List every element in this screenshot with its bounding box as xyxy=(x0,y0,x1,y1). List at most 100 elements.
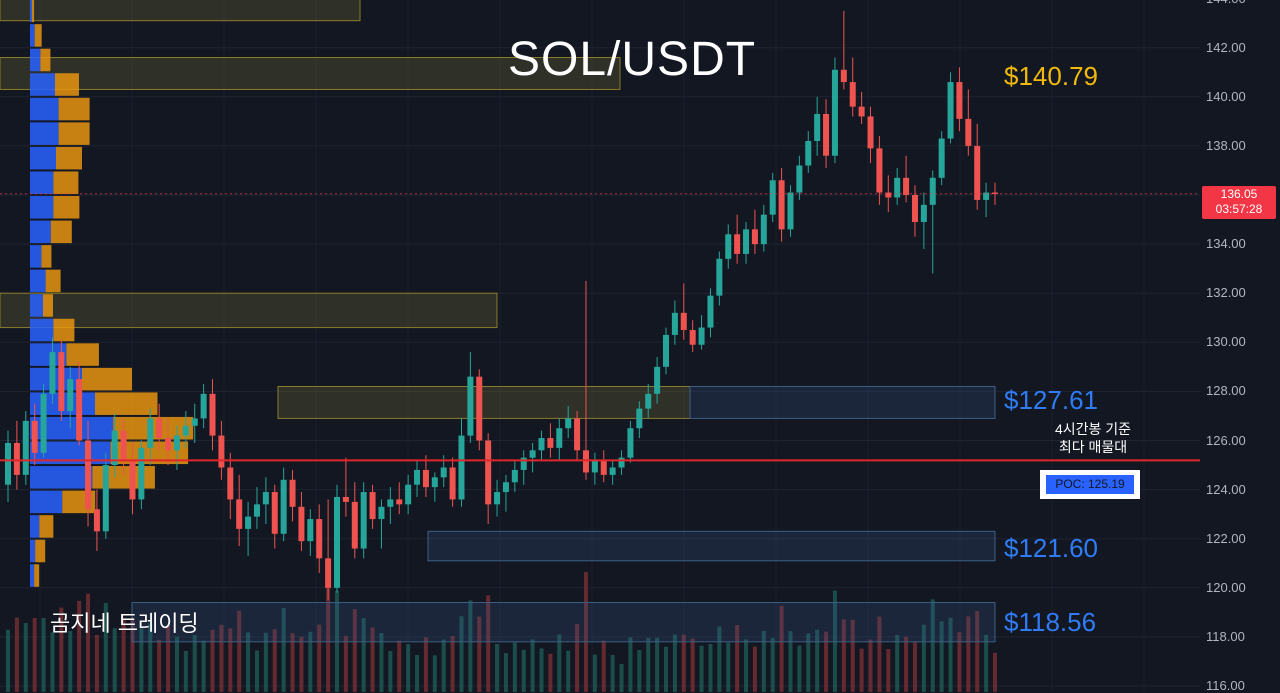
candle-up xyxy=(520,457,527,470)
profile-sell-bar xyxy=(50,220,72,244)
profile-buy-bar xyxy=(30,73,55,96)
candle-down xyxy=(271,492,278,534)
profile-sell-bar xyxy=(53,318,75,342)
volume-bar xyxy=(166,625,171,692)
candle-up xyxy=(565,418,572,429)
candle-down xyxy=(316,519,323,559)
volume-bar xyxy=(681,634,686,692)
volume-bar xyxy=(761,630,766,692)
volume-bar xyxy=(993,652,997,692)
candle-up xyxy=(245,516,252,529)
candle-up xyxy=(894,177,901,198)
candle-up xyxy=(743,229,750,254)
volume-bar xyxy=(50,632,55,692)
candle-up xyxy=(707,295,714,328)
candle-down xyxy=(858,106,865,117)
volume-bar xyxy=(415,655,420,692)
candle-down xyxy=(823,113,830,156)
profile-buy-bar xyxy=(30,24,35,47)
candle-down xyxy=(218,435,225,468)
profile-sell-bar xyxy=(54,73,79,96)
volume-bar xyxy=(308,631,313,692)
volume-bar xyxy=(450,636,455,692)
volume-bar xyxy=(94,635,99,692)
candle-down xyxy=(298,506,305,542)
volume-bar xyxy=(797,645,802,692)
y-tick-label: 118.00 xyxy=(1206,628,1245,644)
y-tick-label: 122.00 xyxy=(1206,530,1246,546)
volume-bar xyxy=(263,632,268,692)
y-tick-label: 124.00 xyxy=(1206,481,1246,497)
profile-buy-bar xyxy=(30,539,36,563)
candle-up xyxy=(494,492,501,505)
volume-bar xyxy=(672,634,677,692)
candle-up xyxy=(111,430,118,466)
candle-up xyxy=(556,428,563,448)
volume-bar xyxy=(557,634,562,692)
volume-bar xyxy=(130,617,135,692)
candles xyxy=(5,10,998,601)
candle-up xyxy=(431,477,438,488)
candle-down xyxy=(778,180,785,230)
poc-note-line1: 4시간봉 기준 xyxy=(1054,421,1132,437)
profile-buy-bar xyxy=(30,0,33,23)
watermark: 곰지네 트레이딩 xyxy=(50,612,199,637)
volume-bar xyxy=(397,640,402,692)
profile-sell-bar xyxy=(41,245,52,268)
y-tick-label: 128.00 xyxy=(1206,383,1246,399)
y-tick-label: 138.00 xyxy=(1206,137,1246,153)
volume-bar xyxy=(815,629,820,692)
candle-up xyxy=(538,438,545,451)
candle-up xyxy=(725,234,732,259)
candle-up xyxy=(182,425,189,436)
volume-bar xyxy=(841,619,846,692)
price-lines xyxy=(0,193,1200,462)
volume-bar xyxy=(566,650,571,692)
candle-up xyxy=(654,366,661,394)
volume-bar xyxy=(459,616,464,692)
candle-up xyxy=(663,334,669,367)
profile-buy-bar xyxy=(30,122,59,145)
candle-up xyxy=(102,465,109,532)
candle-down xyxy=(165,438,172,451)
candle-down xyxy=(476,376,483,441)
demand-zone xyxy=(131,602,996,643)
candle-down xyxy=(227,467,234,500)
current-price-tag: 136.05 03:57:28 xyxy=(1202,186,1276,219)
candle-down xyxy=(547,438,554,448)
candle-down xyxy=(76,379,83,441)
candle-up xyxy=(716,258,723,296)
candle-down xyxy=(840,69,847,83)
candle-up xyxy=(138,447,145,500)
candle-down xyxy=(422,469,429,488)
volume-bar xyxy=(68,631,73,692)
profile-buy-bar xyxy=(30,220,51,244)
candle-down xyxy=(574,418,581,451)
candle-up xyxy=(796,165,803,193)
candle-up xyxy=(67,379,74,412)
profile-sell-bar xyxy=(56,146,82,170)
volume-bar xyxy=(859,648,864,692)
profile-sell-bar xyxy=(32,0,35,23)
volume-bar xyxy=(984,634,989,692)
volume-bar xyxy=(343,635,348,692)
volume-bar xyxy=(121,619,126,692)
profile-sell-bar xyxy=(53,171,79,194)
candle-down xyxy=(689,330,696,345)
candle-up xyxy=(591,460,598,473)
candle-down xyxy=(85,440,92,510)
volume-bar xyxy=(246,632,251,692)
volume-bar xyxy=(379,633,384,692)
profile-sell-bar xyxy=(95,392,158,415)
volume-bar xyxy=(521,649,526,692)
zone-boxes xyxy=(0,0,996,643)
candle-up xyxy=(814,113,821,141)
candle-down xyxy=(911,195,918,223)
volume-bar xyxy=(326,587,331,692)
zone-label-resistance: $140.79 xyxy=(1004,61,1098,92)
candle-down xyxy=(156,418,163,439)
supply-zone xyxy=(0,57,621,90)
volume-bar xyxy=(317,624,322,692)
profile-buy-bar xyxy=(30,245,42,268)
